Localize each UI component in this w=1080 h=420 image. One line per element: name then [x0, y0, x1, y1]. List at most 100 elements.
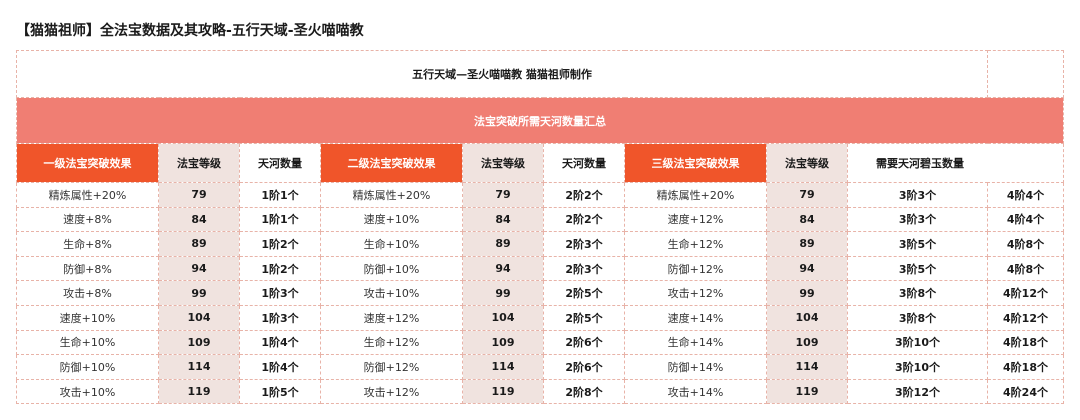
cell-jade-count-3: 3阶10个 — [847, 354, 988, 380]
cell-tier3-level: 99 — [766, 280, 848, 306]
cell-tier2-count: 2阶5个 — [543, 280, 625, 306]
cell-tier2-level: 79 — [462, 182, 544, 208]
cell-tier1-level: 104 — [158, 304, 240, 331]
cell-jade-count-4: 4阶18个 — [987, 329, 1064, 356]
header-jade-count: 需要天河碧玉数量 — [847, 143, 1064, 183]
cell-tier1-level: 119 — [158, 378, 240, 405]
cell-tier1-effect: 速度+10% — [16, 304, 159, 331]
cell-tier1-count: 1阶5个 — [239, 378, 321, 405]
cell-tier2-effect: 速度+10% — [320, 206, 463, 233]
cell-tier2-level: 114 — [462, 354, 544, 380]
cell-tier1-level: 114 — [158, 354, 240, 380]
cell-tier2-count: 2阶2个 — [543, 182, 625, 208]
cell-tier3-effect: 速度+14% — [624, 304, 767, 331]
cell-jade-count-4: 4阶12个 — [987, 280, 1064, 306]
header-tier2-effect: 二级法宝突破效果 — [320, 143, 463, 183]
cell-tier3-effect: 攻击+12% — [624, 280, 767, 306]
table-row: 速度+10% 104 1阶3个 速度+12% 104 2阶5个 速度+14% 104 3阶8个 4… — [16, 304, 1064, 331]
cell-tier1-effect: 攻击+8% — [16, 280, 159, 306]
cell-tier1-level: 99 — [158, 280, 240, 306]
cell-tier3-level: 104 — [766, 304, 848, 331]
cell-tier1-level: 84 — [158, 206, 240, 233]
cell-tier2-level: 99 — [462, 280, 544, 306]
cell-tier1-count: 1阶2个 — [239, 231, 321, 257]
page-title: 【猫猫祖师】全法宝数据及其攻略-五行天域-圣火喵喵教 — [16, 23, 364, 39]
cell-tier3-effect: 防御+14% — [624, 354, 767, 380]
cell-tier1-level: 79 — [158, 182, 240, 208]
cell-jade-count-3: 3阶10个 — [847, 329, 988, 356]
cell-jade-count-3: 3阶5个 — [847, 255, 988, 282]
cell-tier2-effect: 防御+10% — [320, 255, 463, 282]
blank-cell — [987, 50, 1064, 98]
cell-tier1-level: 89 — [158, 231, 240, 257]
cell-tier1-effect: 攻击+10% — [16, 378, 159, 405]
cell-tier2-level: 89 — [462, 231, 544, 257]
cell-tier3-effect: 速度+12% — [624, 206, 767, 233]
cell-tier2-count: 2阶2个 — [543, 206, 625, 233]
cell-tier2-effect: 生命+12% — [320, 329, 463, 356]
cell-tier3-level: 79 — [766, 182, 848, 208]
breakthrough-table: 五行天域—圣火喵喵教 猫猫祖师制作 法宝突破所需天河数量汇总 一级法宝突破效果 … — [16, 50, 1064, 405]
cell-tier2-level: 109 — [462, 329, 544, 356]
table-row: 攻击+10% 119 1阶5个 攻击+12% 119 2阶8个 攻击+14% 119 3阶12个… — [16, 378, 1064, 405]
cell-jade-count-3: 3阶3个 — [847, 206, 988, 233]
header-tier2-level: 法宝等级 — [462, 143, 544, 183]
cell-tier2-level: 94 — [462, 255, 544, 282]
cell-tier3-effect: 精炼属性+20% — [624, 182, 767, 208]
table-title: 五行天域—圣火喵喵教 猫猫祖师制作 — [16, 50, 988, 98]
cell-tier1-effect: 生命+8% — [16, 231, 159, 257]
cell-tier2-level: 84 — [462, 206, 544, 233]
cell-tier2-count: 2阶3个 — [543, 231, 625, 257]
cell-tier1-count: 1阶4个 — [239, 329, 321, 356]
header-tier3-effect: 三级法宝突破效果 — [624, 143, 767, 183]
cell-tier2-count: 2阶3个 — [543, 255, 625, 282]
cell-tier3-effect: 生命+12% — [624, 231, 767, 257]
cell-jade-count-4: 4阶18个 — [987, 354, 1064, 380]
cell-tier3-level: 89 — [766, 231, 848, 257]
cell-tier2-effect: 防御+12% — [320, 354, 463, 380]
cell-tier1-count: 1阶1个 — [239, 206, 321, 233]
cell-tier1-count: 1阶1个 — [239, 182, 321, 208]
cell-jade-count-3: 3阶5个 — [847, 231, 988, 257]
cell-tier3-level: 94 — [766, 255, 848, 282]
cell-tier3-level: 119 — [766, 378, 848, 405]
table-row: 生命+10% 109 1阶4个 生命+12% 109 2阶6个 生命+14% 109 3阶10个… — [16, 329, 1064, 356]
cell-tier2-level: 104 — [462, 304, 544, 331]
cell-jade-count-3: 3阶12个 — [847, 378, 988, 405]
cell-tier2-count: 2阶6个 — [543, 329, 625, 356]
cell-tier2-level: 119 — [462, 378, 544, 405]
header-tier2-count: 天河数量 — [543, 143, 625, 183]
cell-tier3-level: 84 — [766, 206, 848, 233]
cell-tier3-effect: 防御+12% — [624, 255, 767, 282]
table-row: 精炼属性+20% 79 1阶1个 精炼属性+20% 79 2阶2个 精炼属性+20% 79 3阶… — [16, 182, 1064, 208]
cell-jade-count-3: 3阶3个 — [847, 182, 988, 208]
cell-tier3-effect: 攻击+14% — [624, 378, 767, 405]
table-row: 防御+10% 114 1阶4个 防御+12% 114 2阶6个 防御+14% 114 3阶10个… — [16, 354, 1064, 380]
cell-tier1-count: 1阶2个 — [239, 255, 321, 282]
cell-tier2-count: 2阶8个 — [543, 378, 625, 405]
cell-tier1-level: 109 — [158, 329, 240, 356]
cell-tier1-effect: 速度+8% — [16, 206, 159, 233]
cell-tier2-count: 2阶5个 — [543, 304, 625, 331]
header-tier1-count: 天河数量 — [239, 143, 321, 183]
cell-tier2-effect: 攻击+10% — [320, 280, 463, 306]
cell-tier1-effect: 防御+8% — [16, 255, 159, 282]
cell-tier2-effect: 生命+10% — [320, 231, 463, 257]
cell-jade-count-4: 4阶4个 — [987, 182, 1064, 208]
cell-tier2-effect: 精炼属性+20% — [320, 182, 463, 208]
cell-tier1-level: 94 — [158, 255, 240, 282]
header-tier1-level: 法宝等级 — [158, 143, 240, 183]
header-row: 一级法宝突破效果 法宝等级 天河数量 二级法宝突破效果 法宝等级 天河数量 三级… — [16, 143, 1064, 183]
cell-tier2-effect: 攻击+12% — [320, 378, 463, 405]
table-subtitle: 法宝突破所需天河数量汇总 — [16, 97, 1064, 144]
cell-tier1-effect: 生命+10% — [16, 329, 159, 356]
cell-jade-count-4: 4阶24个 — [987, 378, 1064, 405]
cell-tier1-count: 1阶3个 — [239, 280, 321, 306]
cell-tier3-level: 114 — [766, 354, 848, 380]
cell-tier1-count: 1阶3个 — [239, 304, 321, 331]
cell-tier1-count: 1阶4个 — [239, 354, 321, 380]
cell-jade-count-4: 4阶12个 — [987, 304, 1064, 331]
cell-jade-count-4: 4阶8个 — [987, 231, 1064, 257]
cell-tier2-effect: 速度+12% — [320, 304, 463, 331]
cell-tier1-effect: 防御+10% — [16, 354, 159, 380]
